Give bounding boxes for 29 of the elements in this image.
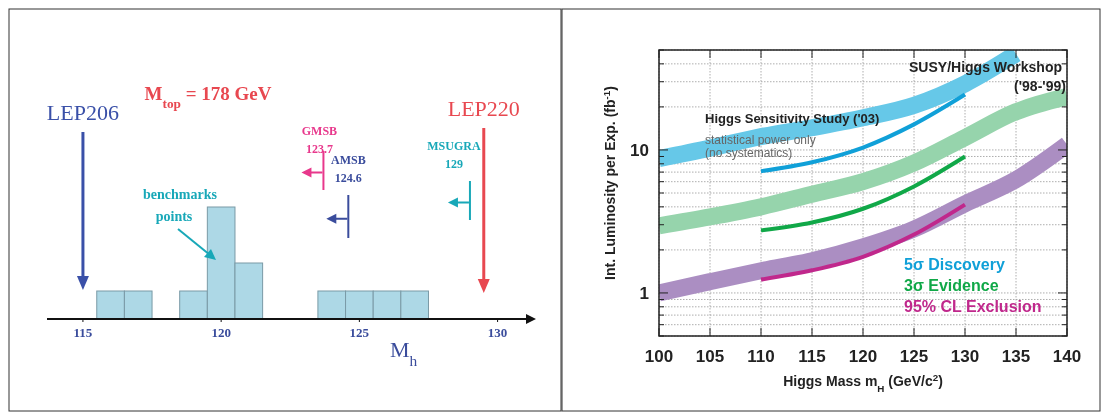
x-tick-label: 105 bbox=[695, 347, 725, 366]
x-tick-label: 100 bbox=[644, 347, 674, 366]
ref-line-label: GMSB 123.7 bbox=[301, 124, 338, 156]
ref-line-label: LEP220 bbox=[447, 96, 520, 121]
x-tick-label: 130 bbox=[950, 347, 980, 366]
text: 5σ Discovery bbox=[904, 256, 1005, 273]
x-tick-label: 110 bbox=[747, 347, 775, 366]
x-axis-title: M$_{h}$ bbox=[389, 337, 418, 369]
text: 3σ Evidence bbox=[904, 277, 999, 294]
x-tick-label: 140 bbox=[1052, 347, 1082, 366]
x-axis-title: Higgs Mass m$_{H}$ (GeV/c$^{2}$) bbox=[783, 371, 943, 394]
x-tick-label: 115 bbox=[798, 347, 826, 366]
x-tick-label: 135 bbox=[1001, 347, 1031, 366]
x-tick-label: 130 bbox=[487, 325, 508, 340]
x-tick-label: 125 bbox=[349, 325, 370, 340]
annotation: benchmarks points bbox=[143, 187, 218, 224]
text: 95% CL Exclusion bbox=[904, 298, 1042, 315]
annotation: Higgs Sensitivity Study ('03) bbox=[705, 111, 880, 126]
text: M$_{top}$ = 178 GeV bbox=[144, 83, 272, 111]
annotation: statistical power only (no systematics) bbox=[705, 133, 816, 160]
x-tick-label: 115 bbox=[73, 325, 93, 340]
x-tick-label: 120 bbox=[211, 325, 231, 340]
ref-line-label: AMSB 124.6 bbox=[330, 153, 366, 185]
x-tick-label: 120 bbox=[848, 347, 878, 366]
ref-line-label: MSUGRA 129 bbox=[427, 139, 481, 171]
ref-line-label: LEP206 bbox=[46, 100, 119, 125]
x-tick-label: 125 bbox=[899, 347, 929, 366]
y-tick-label: 1 bbox=[639, 283, 649, 303]
y-tick-label: 10 bbox=[630, 140, 649, 160]
